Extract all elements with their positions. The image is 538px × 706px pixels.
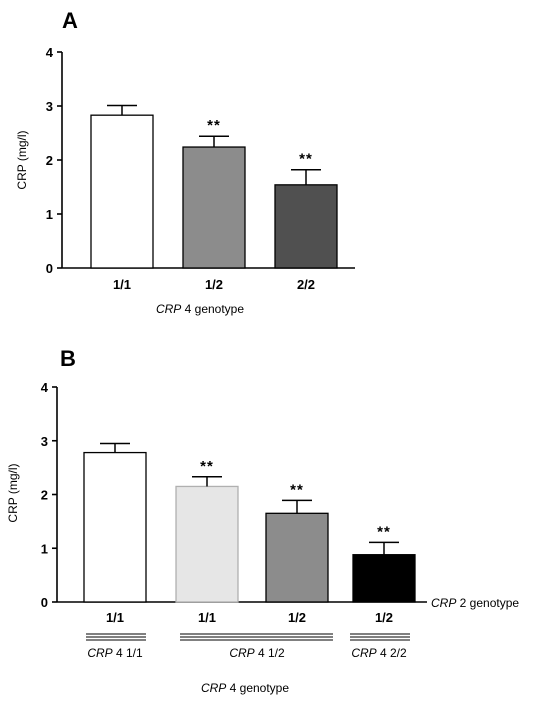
panel-b-label: B — [60, 346, 76, 371]
panel-b: B CRP (mg/l) 0 1 2 3 4 1/1 1/1 1/2 1/2 *… — [6, 346, 519, 695]
panel-b-bar-1 — [175, 485, 239, 603]
panel-b-group-label-1-2: CRP 4 1/2 — [229, 646, 285, 660]
panel-a-bar-2 — [274, 184, 338, 269]
panel-a-ytick-1: 1 — [46, 207, 53, 222]
panel-b-category-axis-title: CRP 2 genotype — [431, 596, 519, 610]
panel-a-sig-2: ** — [299, 151, 313, 168]
panel-a-sig-1: ** — [207, 117, 221, 134]
panel-b-bar-0 — [83, 451, 147, 603]
panel-b-bar-3 — [352, 554, 416, 603]
panel-b-sig-3: ** — [377, 523, 391, 540]
panel-b-ytick-2: 2 — [41, 488, 48, 503]
panel-b-ytick-3: 3 — [41, 434, 48, 449]
panel-a-category-2-2: 2/2 — [297, 277, 315, 292]
panel-a-category-1-1: 1/1 — [113, 277, 131, 292]
panel-b-group-label-1-1: CRP 4 1/1 — [87, 646, 143, 660]
panel-b-significance: ** ** ** — [200, 458, 391, 541]
panel-a-y-ticks: 0 1 2 3 4 — [46, 45, 54, 276]
panel-a-ytick-2: 2 — [46, 153, 53, 168]
panel-b-sig-1: ** — [200, 458, 214, 475]
panel-a-y-axis-title: CRP (mg/l) — [15, 130, 29, 189]
panel-a-x-axis-title: CRP 4 genotype — [156, 302, 244, 316]
panel-b-group-brackets — [86, 633, 410, 641]
panel-a-ytick-4: 4 — [46, 45, 54, 60]
panel-b-sig-2: ** — [290, 481, 304, 498]
panel-b-bars — [83, 442, 416, 603]
panel-a-category-1-2: 1/2 — [205, 277, 223, 292]
panel-a-bars — [90, 104, 338, 269]
panel-b-ytick-4: 4 — [41, 380, 49, 395]
panel-b-category-labels: 1/1 1/1 1/2 1/2 — [106, 610, 393, 625]
panel-b-x-axis-title: CRP 4 genotype — [201, 681, 289, 695]
panel-a-bar-1 — [182, 146, 246, 269]
panel-a-category-labels: 1/1 1/2 2/2 — [113, 277, 315, 292]
panel-a-label: A — [62, 8, 78, 33]
panel-a: A CRP (mg/l) 0 1 2 3 4 1/1 1/2 2/2 ** **… — [15, 8, 355, 316]
panel-b-group-label-2-2: CRP 4 2/2 — [351, 646, 407, 660]
panel-b-category-3: 1/2 — [375, 610, 393, 625]
panel-b-ytick-1: 1 — [41, 541, 48, 556]
panel-b-y-axis-title: CRP (mg/l) — [6, 463, 20, 522]
panel-b-category-1: 1/1 — [198, 610, 216, 625]
panel-b-category-2: 1/2 — [288, 610, 306, 625]
panel-b-category-0: 1/1 — [106, 610, 124, 625]
panel-a-ytick-3: 3 — [46, 99, 53, 114]
panel-a-bar-0 — [90, 114, 154, 269]
panel-b-bar-2 — [265, 512, 329, 603]
panel-b-y-ticks: 0 1 2 3 4 — [41, 380, 49, 610]
panel-a-ytick-0: 0 — [46, 261, 53, 276]
panel-b-ytick-0: 0 — [41, 595, 48, 610]
panel-a-significance: ** ** — [207, 117, 313, 168]
